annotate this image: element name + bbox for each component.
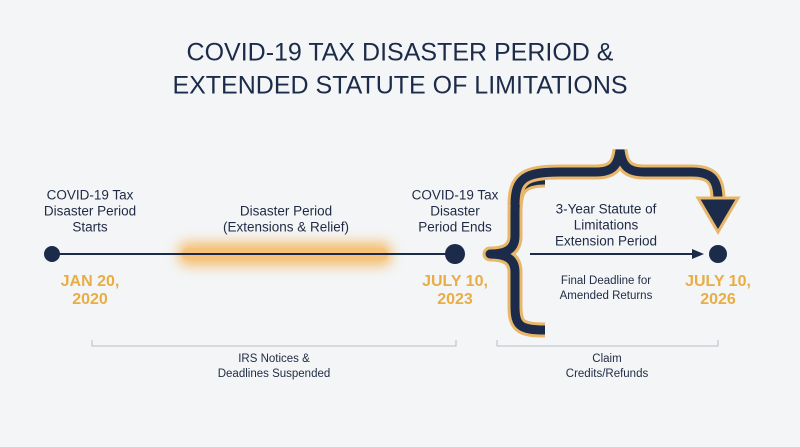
start-label: Starts bbox=[72, 220, 108, 235]
end-label: COVID-19 Tax bbox=[412, 188, 499, 203]
final-date: JULY 10, bbox=[685, 273, 751, 290]
extension-label: Limitations bbox=[574, 218, 639, 233]
bracket-label: Credits/Refunds bbox=[566, 368, 649, 380]
end-label: Period Ends bbox=[418, 220, 492, 235]
bracket-label: Claim bbox=[592, 353, 621, 365]
bracket-label: Deadlines Suspended bbox=[218, 368, 331, 380]
extension-label: 3-Year Statute of bbox=[556, 202, 657, 217]
start-date: 2020 bbox=[72, 291, 108, 308]
final-dot bbox=[709, 245, 727, 263]
arrowhead bbox=[692, 249, 704, 259]
title-line: COVID-19 TAX DISASTER PERIOD & bbox=[187, 39, 614, 67]
end-label: Disaster bbox=[430, 204, 480, 219]
extension-note: Final Deadline for bbox=[561, 275, 651, 287]
brace bbox=[482, 148, 726, 338]
extension-label: Extension Period bbox=[555, 234, 657, 249]
start-dot bbox=[44, 246, 60, 262]
period-label: (Extensions & Relief) bbox=[223, 220, 349, 235]
start-date: JAN 20, bbox=[61, 273, 120, 290]
bracket-label: IRS Notices & bbox=[238, 353, 310, 365]
end-dot bbox=[445, 244, 465, 264]
bracket bbox=[496, 340, 719, 347]
extension-note: Amended Returns bbox=[560, 290, 653, 302]
start-label: Disaster Period bbox=[44, 204, 136, 219]
bracket bbox=[91, 340, 457, 347]
final-date: 2026 bbox=[700, 291, 736, 308]
curl-arrowhead bbox=[695, 196, 741, 235]
end-date: JULY 10, bbox=[422, 273, 488, 290]
start-label: COVID-19 Tax bbox=[47, 188, 134, 203]
title-line: EXTENDED STATUTE OF LIMITATIONS bbox=[172, 72, 627, 100]
period-label: Disaster Period bbox=[240, 204, 332, 219]
end-date: 2023 bbox=[437, 291, 473, 308]
